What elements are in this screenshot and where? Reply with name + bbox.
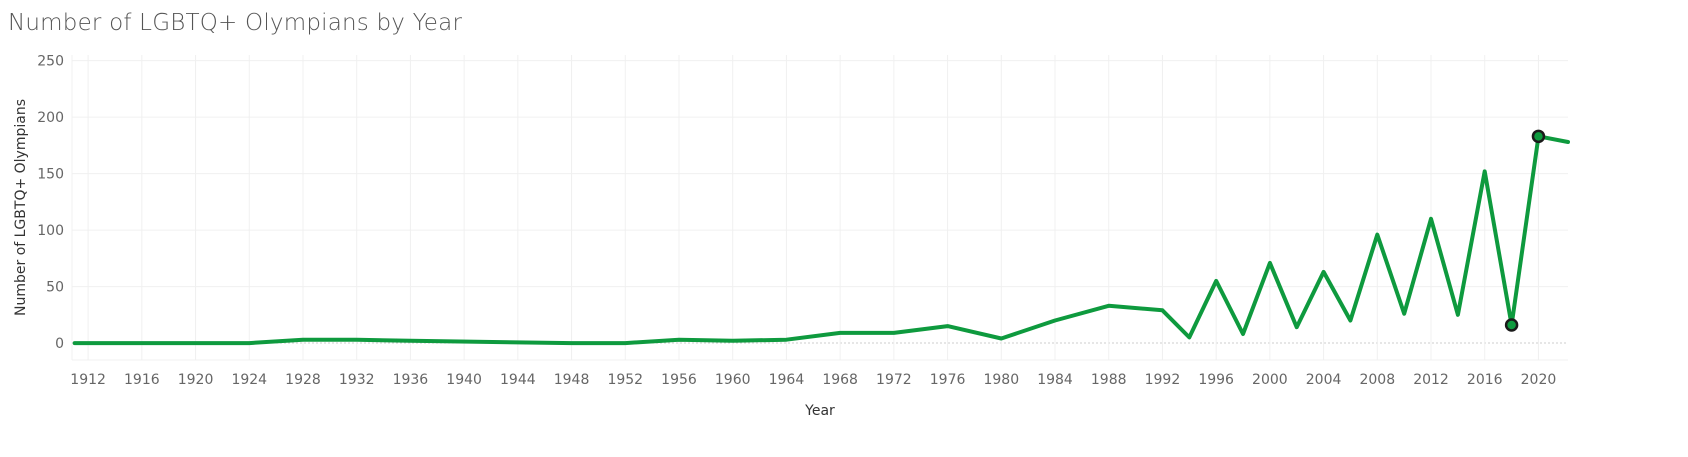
series-group: [72, 134, 1570, 346]
gridlines: [71, 55, 1568, 361]
series-line: [72, 134, 1570, 346]
x-tick-label: 1988: [1091, 372, 1127, 388]
x-tick-label: 1932: [339, 372, 375, 388]
y-tick-label: 200: [37, 110, 64, 126]
x-tick-label: 1928: [285, 372, 321, 388]
x-tick-label: 1944: [500, 372, 536, 388]
x-tick-label: 2012: [1413, 372, 1449, 388]
x-tick-label: 2016: [1467, 372, 1503, 388]
x-tick-label: 1936: [393, 372, 429, 388]
x-tick-label: 1916: [124, 372, 160, 388]
x-tick-label: 1980: [983, 372, 1019, 388]
x-tick-label: 1956: [661, 372, 697, 388]
x-tick-label: 1952: [607, 372, 643, 388]
y-tick-label: 50: [46, 280, 64, 296]
x-axis-ticks: 1912 1916 1920 1924 1928 1932 1936 1940 1944 1948…: [70, 372, 1556, 388]
x-tick-label: 1964: [769, 372, 805, 388]
x-tick-label: 1924: [231, 372, 267, 388]
marker-group: [1504, 129, 1546, 332]
x-tick-label: 2008: [1359, 372, 1395, 388]
y-axis-title: Number of LGBTQ+ Olympians: [13, 99, 29, 316]
y-tick-label: 150: [37, 167, 64, 183]
data-point-marker[interactable]: [1504, 318, 1519, 332]
x-tick-label: 1984: [1037, 372, 1073, 388]
x-tick-label: 1968: [822, 372, 858, 388]
chart-title: Number of LGBTQ+ Olympians by Year: [8, 10, 463, 36]
x-tick-label: 2020: [1521, 372, 1557, 388]
data-point-marker[interactable]: [1531, 129, 1546, 144]
x-tick-label: 1920: [178, 372, 214, 388]
y-tick-label: 100: [37, 223, 64, 239]
y-tick-label: 0: [55, 336, 64, 352]
x-tick-label: 1976: [930, 372, 966, 388]
y-axis-ticks: 0 50 100 150 200 250: [37, 54, 64, 352]
x-tick-label: 1912: [70, 372, 106, 388]
x-tick-label: 1948: [554, 372, 590, 388]
x-tick-label: 2004: [1306, 372, 1342, 388]
x-tick-label: 2000: [1252, 372, 1288, 388]
x-tick-label: 1992: [1145, 372, 1181, 388]
x-tick-label: 1940: [446, 372, 482, 388]
x-tick-label: 1996: [1198, 372, 1234, 388]
x-tick-label: 1972: [876, 372, 912, 388]
x-tick-label: 1960: [715, 372, 751, 388]
x-axis-title: Year: [804, 403, 835, 419]
y-tick-label: 250: [37, 54, 64, 70]
